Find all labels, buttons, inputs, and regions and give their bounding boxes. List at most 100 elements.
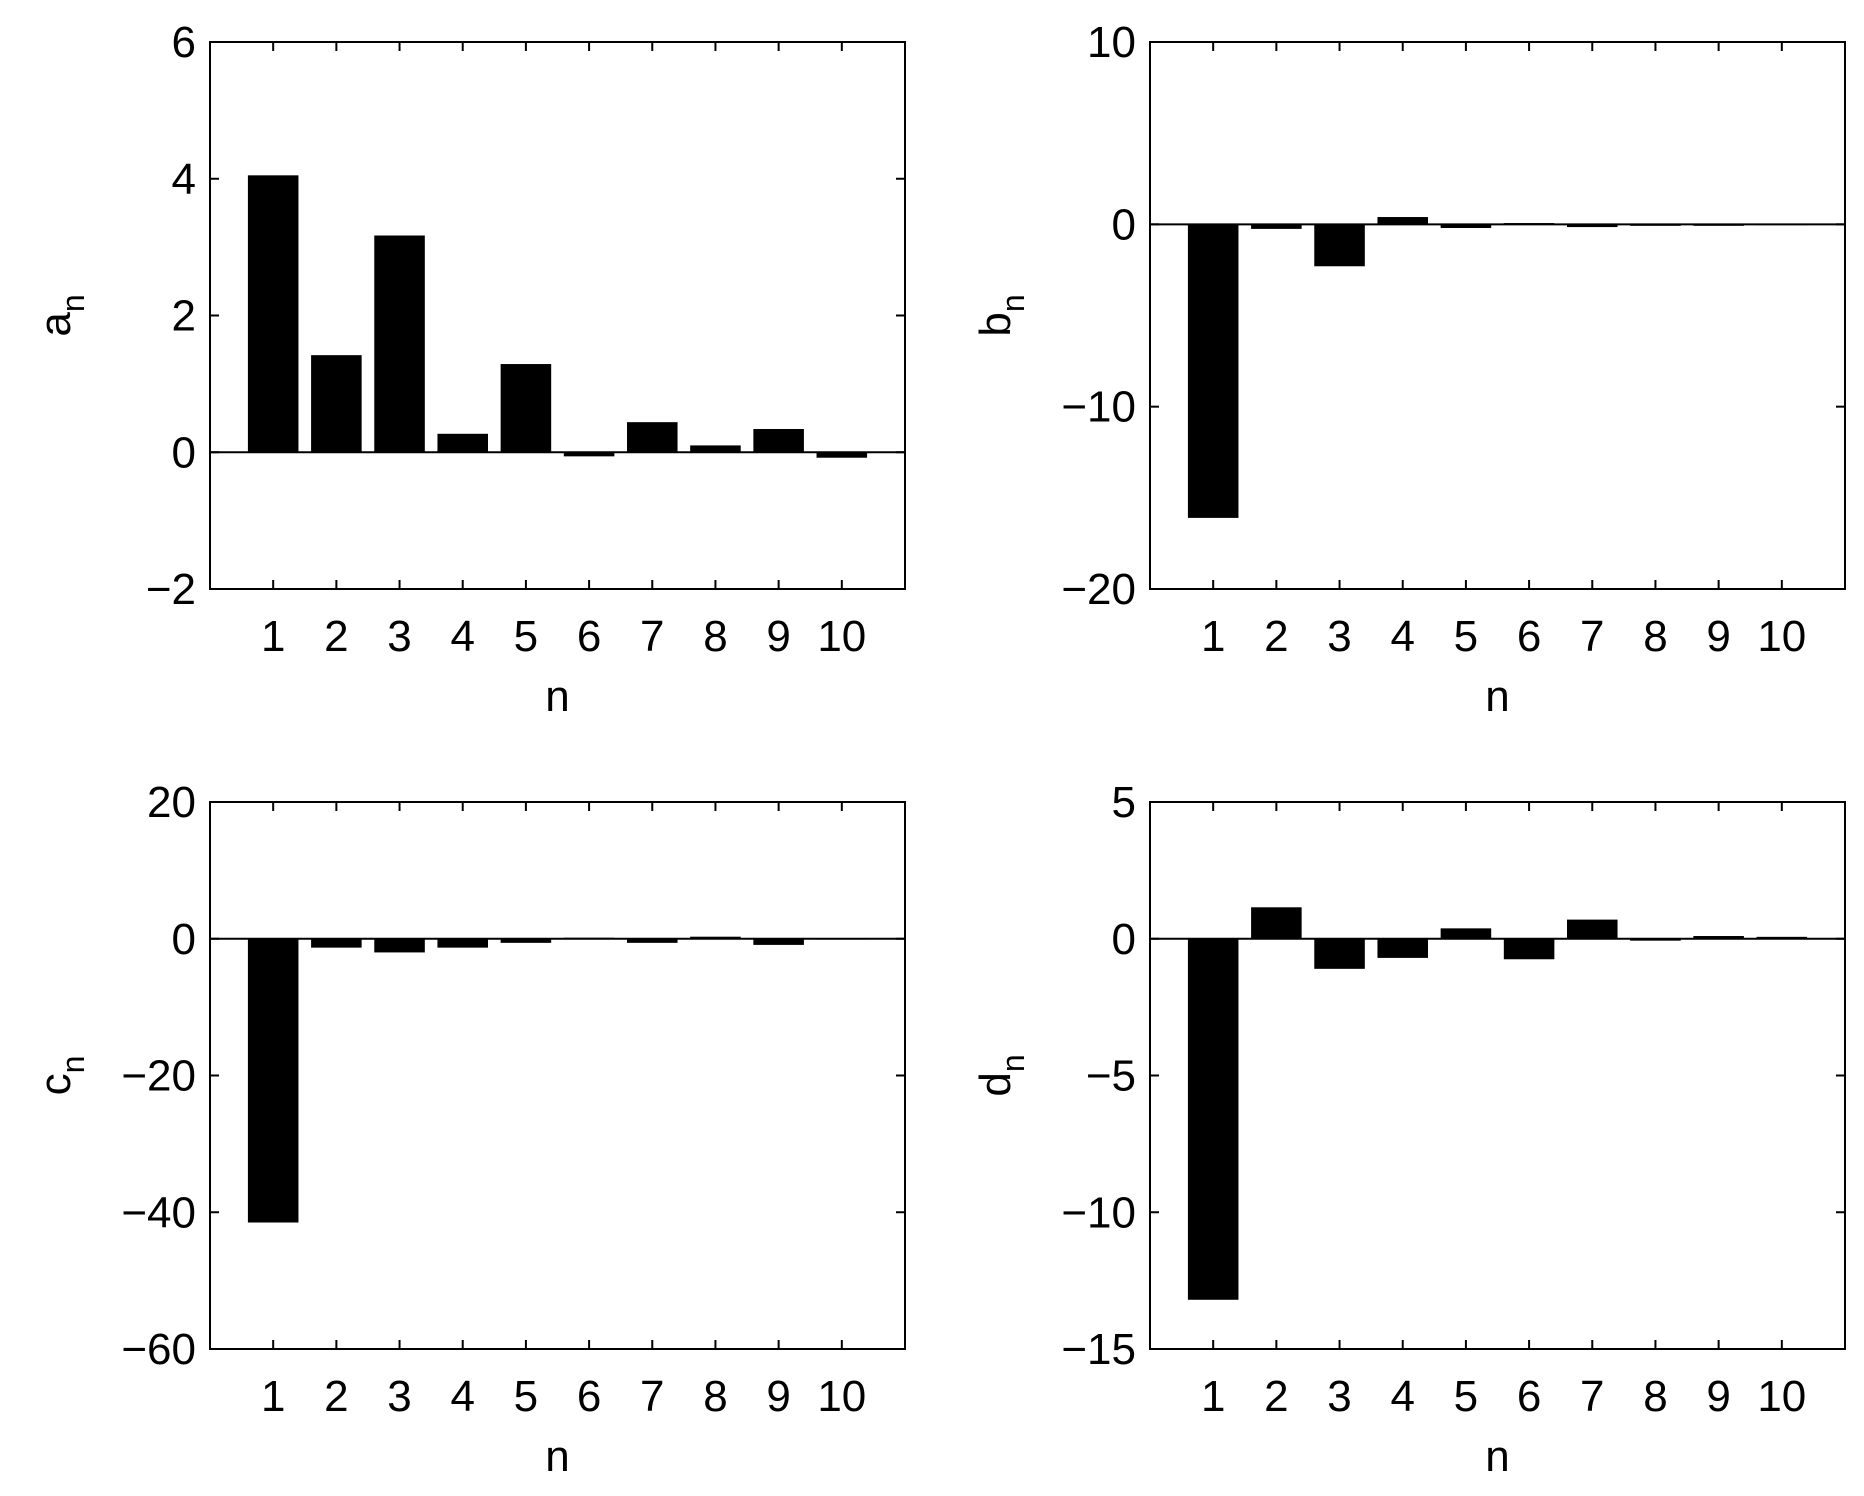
panel-2-axes-frame: [1149, 41, 1846, 590]
panel-3-xtick-label: 9: [766, 1372, 790, 1421]
panel-4-bar-6: [1503, 938, 1555, 960]
panel-3-ytick-label: −40: [121, 1188, 196, 1237]
panel-4-xtick-label: 2: [1264, 1372, 1288, 1421]
panel-3-bar-4: [437, 938, 488, 948]
panel-3-xlabel: n: [545, 1432, 569, 1481]
panel-1-xtick-label: 1: [261, 612, 285, 661]
panel-4-bar-9: [1693, 936, 1744, 939]
panel-1-xtick-label: 6: [577, 612, 601, 661]
panel-3-bar-1: [247, 938, 299, 1223]
panel-2-xlabel: n: [1485, 672, 1509, 721]
panel-4-ytick-label: −15: [1061, 1325, 1136, 1374]
panel-3-xtick-label: 6: [577, 1372, 601, 1421]
panel-2-ytick-label: 0: [1112, 200, 1136, 249]
panel-3-xtick-label: 8: [703, 1372, 727, 1421]
panel-4-xtick-label: 1: [1201, 1372, 1225, 1421]
panel-2-xtick-label: 5: [1454, 612, 1478, 661]
panel-1-xlabel: n: [545, 672, 569, 721]
panel-1-bar-10: [816, 452, 868, 458]
panel-3-bar-5: [500, 938, 552, 943]
panel-1-axes-frame: [209, 41, 906, 590]
panel-1-xtick-label: 2: [324, 612, 348, 661]
panel-2-bar-2: [1251, 224, 1302, 229]
panel-4-ytick-label: 5: [1112, 778, 1136, 827]
panel-4-xtick-label: 3: [1327, 1372, 1351, 1421]
panel-3-axes-frame: [209, 801, 906, 1350]
panel-4-xlabel: n: [1485, 1432, 1509, 1481]
panel-4-bar-2: [1251, 907, 1302, 939]
panel-1-bar-5: [500, 364, 552, 453]
panel-3-xtick-label: 10: [817, 1372, 866, 1421]
panel-2-xtick-label: 6: [1517, 612, 1541, 661]
panel-1-bar-1: [247, 175, 299, 453]
panel-2-bar-1: [1187, 224, 1239, 518]
panel-3-bar-2: [311, 938, 362, 948]
panel-2-bar-7: [1567, 224, 1618, 228]
panel-1-xtick-label: 10: [817, 612, 866, 661]
panel-3-bar-8: [690, 936, 741, 939]
panel-1-ytick-label: 0: [172, 428, 196, 477]
panel-4-ylabel: dn: [971, 1054, 1031, 1096]
panel-4-ylabel-main: d: [971, 1072, 1020, 1096]
panel-1-bar-6: [563, 452, 615, 457]
panel-1-xtick-label: 8: [703, 612, 727, 661]
panel-2-bar-5: [1440, 224, 1492, 228]
panel-4-bar-3: [1314, 938, 1365, 969]
panel-4-axes-frame: [1149, 801, 1846, 1350]
panel-4-bar-7: [1567, 919, 1618, 939]
panel-4-xtick-label: 5: [1454, 1372, 1478, 1421]
panel-1-bar-2: [311, 355, 362, 453]
panel-4-bar-5: [1440, 928, 1492, 939]
panel-4-xtick-label: 10: [1757, 1372, 1806, 1421]
panel-2-ytick-label: 10: [1087, 18, 1136, 67]
panel-3-ylabel-sub: n: [55, 1056, 91, 1074]
panel-4-xtick-label: 9: [1706, 1372, 1730, 1421]
panel-2-xtick-label: 10: [1757, 612, 1806, 661]
panel-2-ylabel: bn: [971, 294, 1031, 336]
panel-3-bar-9: [753, 938, 804, 945]
panel-2-xtick-label: 2: [1264, 612, 1288, 661]
panel-1-bar-4: [437, 433, 488, 453]
panel-4-ytick-label: −10: [1061, 1188, 1136, 1237]
panel-4-bar-1: [1187, 938, 1239, 1300]
panel-1-ylabel-main: a: [31, 312, 80, 337]
panel-2-xtick-label: 8: [1643, 612, 1667, 661]
panel-3-xtick-label: 3: [387, 1372, 411, 1421]
panel-4-xtick-label: 6: [1517, 1372, 1541, 1421]
panel-1-xtick-label: 7: [640, 612, 664, 661]
panel-1-ytick-label: −2: [146, 565, 196, 614]
panel-1-xtick-label: 4: [450, 612, 474, 661]
panel-2-bar-4: [1377, 217, 1428, 225]
panel-2-xtick-label: 9: [1706, 612, 1730, 661]
panel-1-ylabel: an: [31, 294, 91, 336]
panel-3-bar-7: [627, 938, 678, 943]
panel-3-ytick-label: −60: [121, 1325, 196, 1374]
panel-1-xtick-label: 3: [387, 612, 411, 661]
panel-3-bar-3: [374, 938, 425, 953]
panel-3-ytick-label: −20: [121, 1052, 196, 1101]
panel-3-xtick-label: 4: [450, 1372, 474, 1421]
panel-2-ylabel-main: b: [971, 312, 1020, 336]
panel-2-xtick-label: 4: [1390, 612, 1414, 661]
panel-1-bar-8: [690, 445, 741, 453]
panel-4-xtick-label: 4: [1390, 1372, 1414, 1421]
panel-3-xtick-label: 1: [261, 1372, 285, 1421]
panel-3-ylabel: cn: [31, 1056, 91, 1096]
panel-2-ytick-label: −10: [1061, 383, 1136, 432]
panel-1-xtick-label: 9: [766, 612, 790, 661]
panel-2-xtick-label: 1: [1201, 612, 1225, 661]
panel-3-ytick-label: 20: [147, 778, 196, 827]
panel-2-ylabel-sub: n: [995, 294, 1031, 312]
panel-4-bar-4: [1377, 938, 1428, 958]
panel-2-xtick-label: 3: [1327, 612, 1351, 661]
panel-1-ytick-label: 4: [172, 155, 196, 204]
panel-3-xtick-label: 2: [324, 1372, 348, 1421]
panel-2-ytick-label: −20: [1061, 565, 1136, 614]
panel-4-ytick-label: 0: [1112, 915, 1136, 964]
panel-3-xtick-label: 7: [640, 1372, 664, 1421]
